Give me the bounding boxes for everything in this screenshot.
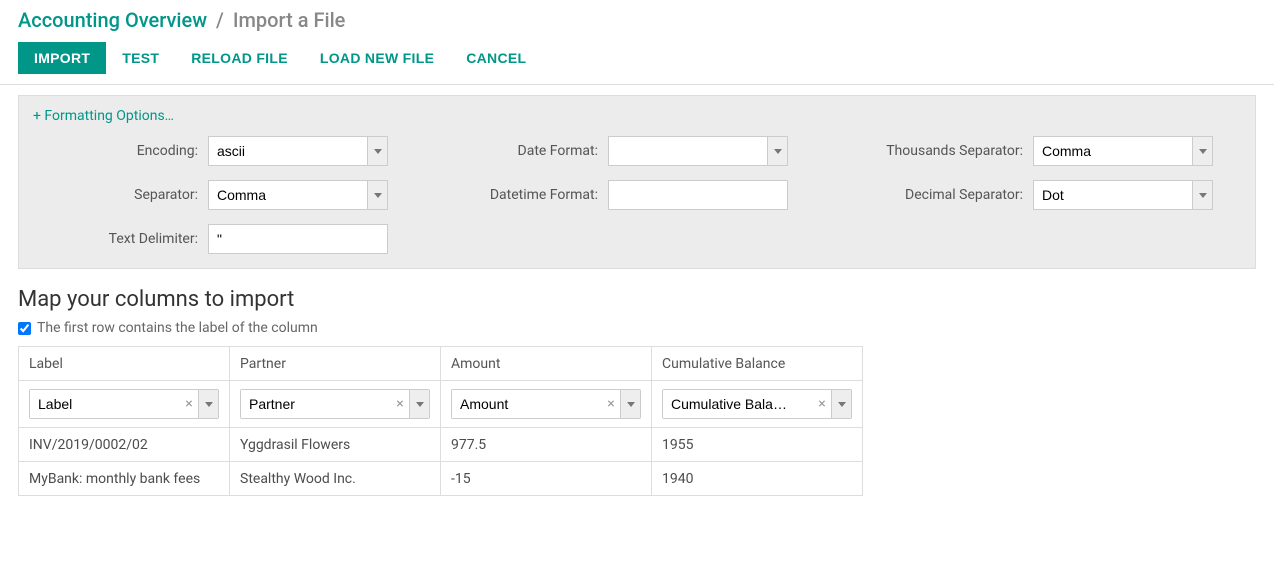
reload-file-button[interactable]: RELOAD FILE bbox=[175, 42, 304, 74]
chevron-down-icon[interactable] bbox=[1192, 137, 1212, 165]
close-icon[interactable]: × bbox=[602, 390, 620, 418]
import-button[interactable]: IMPORT bbox=[18, 42, 106, 74]
thousands-sep-label: Thousands Separator: bbox=[833, 143, 1033, 159]
table-cell: Yggdrasil Flowers bbox=[230, 428, 441, 462]
table-cell: INV/2019/0002/02 bbox=[19, 428, 230, 462]
column-mapping-select[interactable]: × bbox=[29, 389, 219, 419]
column-mapping-input[interactable] bbox=[241, 390, 391, 418]
thousands-sep-select[interactable] bbox=[1033, 136, 1213, 166]
chevron-down-icon[interactable] bbox=[367, 137, 387, 165]
table-header-row: Label Partner Amount Cumulative Balance bbox=[19, 347, 863, 381]
breadcrumb-link[interactable]: Accounting Overview bbox=[18, 8, 207, 32]
encoding-input[interactable] bbox=[209, 137, 367, 165]
column-mapping-input[interactable] bbox=[663, 390, 813, 418]
mapping-table: Label Partner Amount Cumulative Balance … bbox=[18, 346, 863, 496]
table-cell: 1940 bbox=[652, 462, 863, 496]
close-icon[interactable]: × bbox=[813, 390, 831, 418]
column-mapping-select[interactable]: × bbox=[240, 389, 430, 419]
chevron-down-icon[interactable] bbox=[409, 390, 429, 418]
date-format-label: Date Format: bbox=[433, 143, 608, 159]
encoding-select[interactable] bbox=[208, 136, 388, 166]
map-title: Map your columns to import bbox=[18, 287, 1256, 312]
text-delimiter-input[interactable] bbox=[208, 224, 388, 254]
first-row-label: The first row contains the label of the … bbox=[37, 320, 318, 336]
col-header: Cumulative Balance bbox=[652, 347, 863, 381]
chevron-down-icon[interactable] bbox=[620, 390, 640, 418]
column-mapping-input[interactable] bbox=[452, 390, 602, 418]
table-selector-row: × × × bbox=[19, 381, 863, 428]
separator-select[interactable] bbox=[208, 180, 388, 210]
load-new-file-button[interactable]: LOAD NEW FILE bbox=[304, 42, 450, 74]
col-header: Amount bbox=[441, 347, 652, 381]
breadcrumb-separator: / bbox=[216, 8, 224, 32]
decimal-sep-select[interactable] bbox=[1033, 180, 1213, 210]
column-mapping-input[interactable] bbox=[30, 390, 180, 418]
test-button[interactable]: TEST bbox=[106, 42, 175, 74]
chevron-down-icon[interactable] bbox=[767, 137, 787, 165]
table-cell: Stealthy Wood Inc. bbox=[230, 462, 441, 496]
date-format-input[interactable] bbox=[609, 137, 767, 165]
col-header: Partner bbox=[230, 347, 441, 381]
column-mapping-select[interactable]: × bbox=[662, 389, 852, 419]
breadcrumb: Accounting Overview / Import a File bbox=[18, 8, 1256, 32]
text-delimiter-label: Text Delimiter: bbox=[33, 231, 208, 247]
close-icon[interactable]: × bbox=[391, 390, 409, 418]
col-header: Label bbox=[19, 347, 230, 381]
chevron-down-icon[interactable] bbox=[367, 181, 387, 209]
table-cell: 1955 bbox=[652, 428, 863, 462]
table-row: INV/2019/0002/02 Yggdrasil Flowers 977.5… bbox=[19, 428, 863, 462]
table-cell: MyBank: monthly bank fees bbox=[19, 462, 230, 496]
table-cell: -15 bbox=[441, 462, 652, 496]
separator-label: Separator: bbox=[33, 187, 208, 203]
table-cell: 977.5 bbox=[441, 428, 652, 462]
toolbar: IMPORT TEST RELOAD FILE LOAD NEW FILE CA… bbox=[18, 42, 1256, 74]
formatting-toggle[interactable]: + Formatting Options… bbox=[33, 108, 174, 124]
chevron-down-icon[interactable] bbox=[1192, 181, 1212, 209]
close-icon[interactable]: × bbox=[180, 390, 198, 418]
decimal-sep-label: Decimal Separator: bbox=[833, 187, 1033, 203]
table-row: MyBank: monthly bank fees Stealthy Wood … bbox=[19, 462, 863, 496]
decimal-sep-input[interactable] bbox=[1034, 181, 1192, 209]
chevron-down-icon[interactable] bbox=[831, 390, 851, 418]
first-row-checkbox[interactable] bbox=[18, 322, 31, 335]
column-mapping-select[interactable]: × bbox=[451, 389, 641, 419]
datetime-format-label: Datetime Format: bbox=[433, 187, 608, 203]
formatting-panel: + Formatting Options… Encoding: Date For… bbox=[18, 95, 1256, 269]
date-format-select[interactable] bbox=[608, 136, 788, 166]
thousands-sep-input[interactable] bbox=[1034, 137, 1192, 165]
breadcrumb-current: Import a File bbox=[233, 8, 346, 32]
cancel-button[interactable]: CANCEL bbox=[450, 42, 542, 74]
chevron-down-icon[interactable] bbox=[198, 390, 218, 418]
separator-input[interactable] bbox=[209, 181, 367, 209]
encoding-label: Encoding: bbox=[33, 143, 208, 159]
datetime-format-input[interactable] bbox=[608, 180, 788, 210]
